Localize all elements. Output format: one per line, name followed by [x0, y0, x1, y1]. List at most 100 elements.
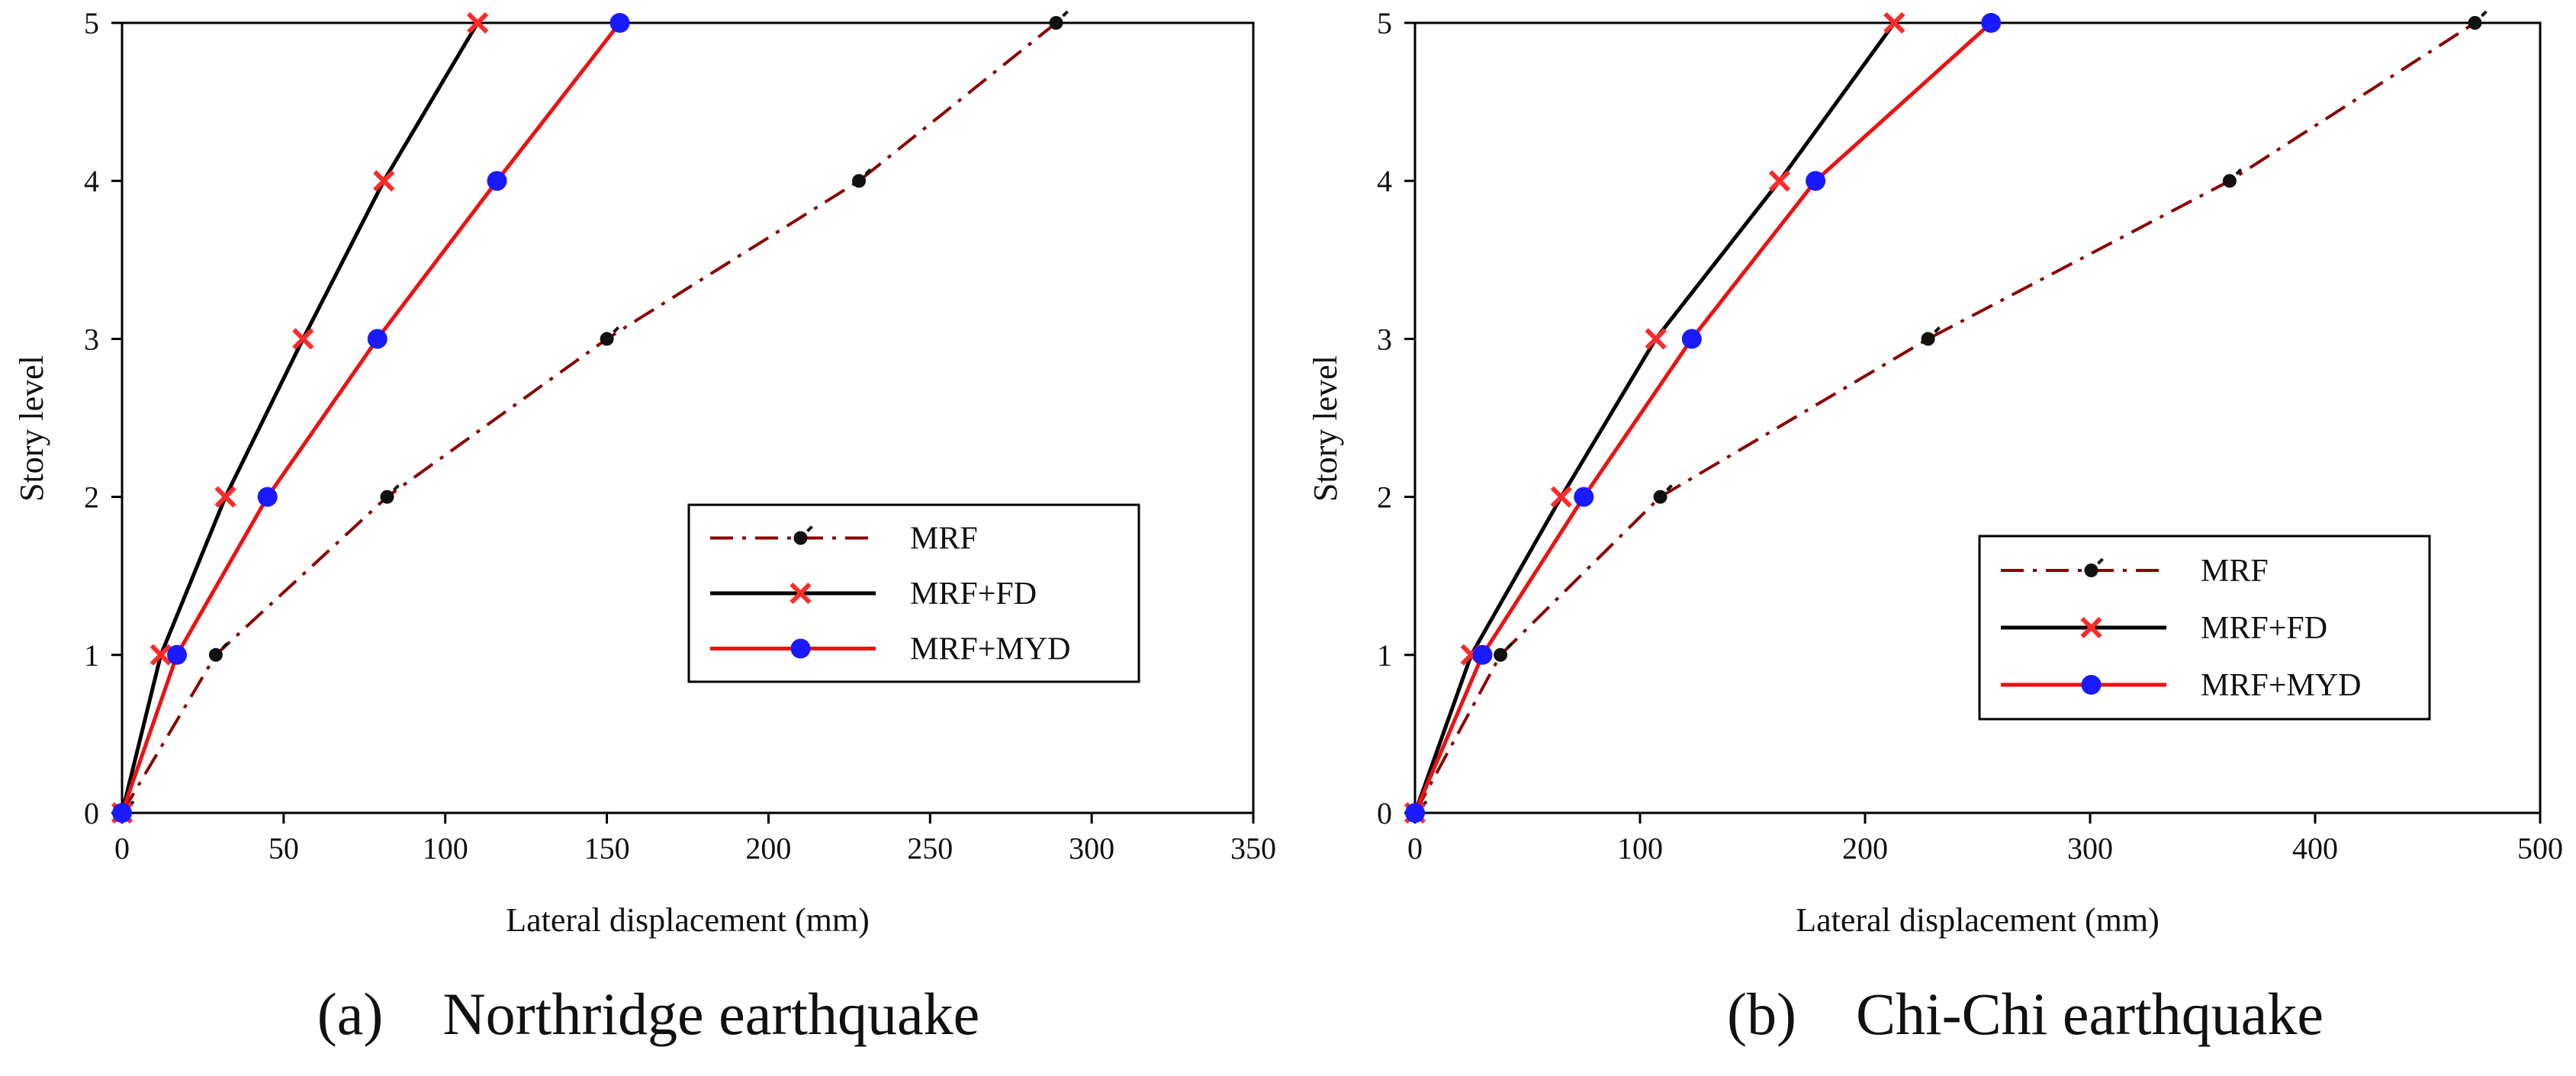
data-point: [1405, 803, 1425, 823]
legend: MRF MRF+FD MRF+MYD: [1978, 535, 2431, 721]
legend-swatch-marker: [790, 582, 812, 605]
data-point: [2468, 16, 2482, 30]
data-point: [1550, 486, 1572, 508]
y-tick-label: 1: [1377, 638, 1392, 673]
data-point-stroke-b: [214, 486, 236, 508]
y-tick-label: 3: [1377, 322, 1392, 356]
data-point: [1574, 487, 1594, 507]
data-point: [1921, 332, 1935, 346]
legend-entry: MRF+MYD: [710, 632, 1070, 667]
data-point: [373, 170, 395, 192]
x-tick-label: 50: [269, 831, 299, 866]
series-mrf-fd: [1404, 11, 1905, 824]
legend-swatch-marker-stroke-b: [2080, 616, 2102, 639]
data-point-stroke-b: [1550, 486, 1572, 508]
data-point-tick: [1934, 326, 1941, 333]
data-point-stroke-b: [150, 644, 172, 666]
x-axis-label: Lateral displacement (mm): [1796, 901, 2159, 939]
data-point: [1494, 647, 1508, 662]
series-line: [1413, 21, 2476, 814]
data-point: [466, 11, 489, 34]
data-point: [150, 644, 172, 666]
x-tick-label: 0: [1407, 831, 1423, 866]
data-point: [487, 171, 507, 191]
x-tick-label: 200: [745, 831, 791, 866]
data-point-stroke-b: [1883, 11, 1905, 34]
y-tick-label: 5: [84, 6, 99, 40]
data-point: [208, 647, 223, 662]
series-line: [1413, 21, 1896, 814]
data-point-stroke-b: [466, 11, 489, 34]
data-point-stroke-b: [1768, 170, 1791, 192]
legend-label: MRF: [2201, 554, 2269, 589]
data-point: [380, 490, 394, 504]
data-point: [600, 332, 614, 346]
x-tick-label: 400: [2292, 831, 2338, 866]
panel-northridge: 0 50 100 150 200 250 300 350 0 1 2 3 4 5 Lateral displ…: [13, 6, 1276, 1047]
data-point-tick: [1062, 10, 1069, 18]
data-point: [1472, 644, 1493, 665]
data-point: [609, 13, 630, 33]
y-tick-label: 4: [1377, 164, 1392, 198]
data-point-stroke-b: [373, 170, 395, 192]
data-point: [1681, 329, 1702, 349]
series-line: [120, 21, 480, 814]
data-point: [1768, 170, 1791, 192]
legend-swatch-marker-stroke-b: [790, 582, 812, 605]
data-point: [167, 644, 188, 665]
data-point: [367, 329, 388, 349]
data-point-stroke-b: [1645, 328, 1667, 350]
x-tick-label: 0: [114, 831, 130, 866]
y-tick-label: 2: [1377, 480, 1392, 515]
plot-frame: [121, 21, 1255, 814]
series-mrf: [115, 10, 1069, 820]
x-tick-label: 300: [2067, 831, 2113, 866]
series-line: [1413, 21, 1992, 814]
data-point: [214, 486, 236, 508]
plot-frame: [1413, 21, 2542, 814]
data-point-tick: [2481, 10, 2488, 18]
x-tick-label: 350: [1230, 831, 1276, 866]
x-axis-label: Lateral displacement (mm): [506, 901, 869, 939]
data-point: [1981, 13, 2002, 33]
legend-swatch-marker: [2080, 616, 2102, 639]
y-tick-label: 1: [84, 638, 99, 673]
series-line: [121, 21, 1057, 814]
data-point-tick: [393, 484, 400, 492]
legend-label: MRF+MYD: [910, 632, 1070, 667]
legend-swatch-marker: [790, 638, 811, 659]
y-tick-label: 0: [1377, 796, 1392, 830]
data-point: [112, 803, 132, 823]
data-point-tick: [864, 168, 872, 175]
panel-caption: (b) Chi-Chi earthquake: [1727, 981, 2324, 1047]
panel-caption: (a) Northridge earthquake: [317, 981, 979, 1047]
x-tick-label: 150: [584, 831, 630, 866]
series-line: [120, 21, 622, 814]
x-tick-label: 200: [1842, 831, 1888, 866]
data-point: [2222, 174, 2237, 188]
data-point: [1883, 11, 1905, 34]
legend-entry: MRF+MYD: [2001, 668, 2361, 703]
y-tick-label: 3: [84, 322, 99, 356]
data-point: [257, 487, 278, 507]
legend-label: MRF+MYD: [2201, 668, 2361, 703]
y-axis-label: Story level: [1307, 355, 1344, 502]
x-tick-label: 300: [1069, 831, 1114, 866]
data-point: [1645, 328, 1667, 350]
legend-label: MRF+FD: [2201, 611, 2327, 646]
y-tick-label: 0: [84, 796, 99, 830]
data-point-tick: [2235, 168, 2243, 175]
data-point: [852, 174, 867, 188]
legend-swatch-marker: [793, 531, 808, 545]
data-point-tick: [1666, 484, 1673, 492]
x-tick-label: 100: [423, 831, 468, 866]
x-tick-label: 250: [907, 831, 953, 866]
legend-entry: MRF: [2001, 554, 2269, 589]
legend-label: MRF+FD: [910, 577, 1037, 612]
y-tick-label: 2: [84, 480, 99, 515]
x-tick-label: 100: [1617, 831, 1663, 866]
data-point: [292, 328, 314, 350]
panel-chichi: 0 100 200 300 400 500 0 1 2 3 4 5 Lateral displaceme…: [1307, 6, 2563, 1047]
data-point: [1049, 16, 1063, 30]
y-axis-label: Story level: [13, 355, 50, 502]
